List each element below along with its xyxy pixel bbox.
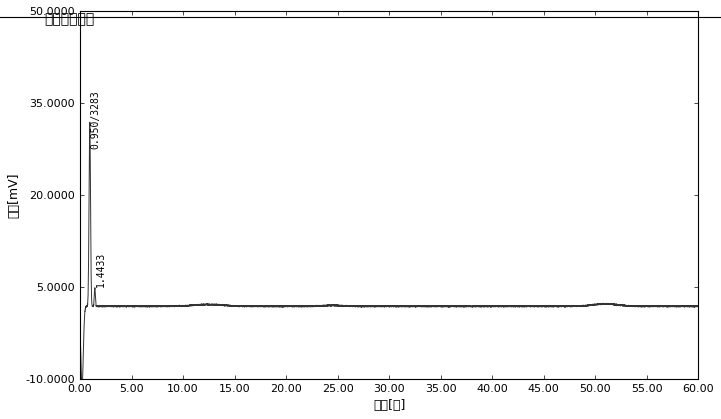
Y-axis label: 전압[mV]: 전압[mV] — [7, 172, 20, 217]
Text: 크로마토그램: 크로마토그램 — [44, 13, 94, 26]
Text: 1.4433: 1.4433 — [95, 251, 105, 287]
Text: 0.950/3283: 0.950/3283 — [90, 90, 100, 149]
X-axis label: 시간[분]: 시간[분] — [373, 399, 405, 412]
